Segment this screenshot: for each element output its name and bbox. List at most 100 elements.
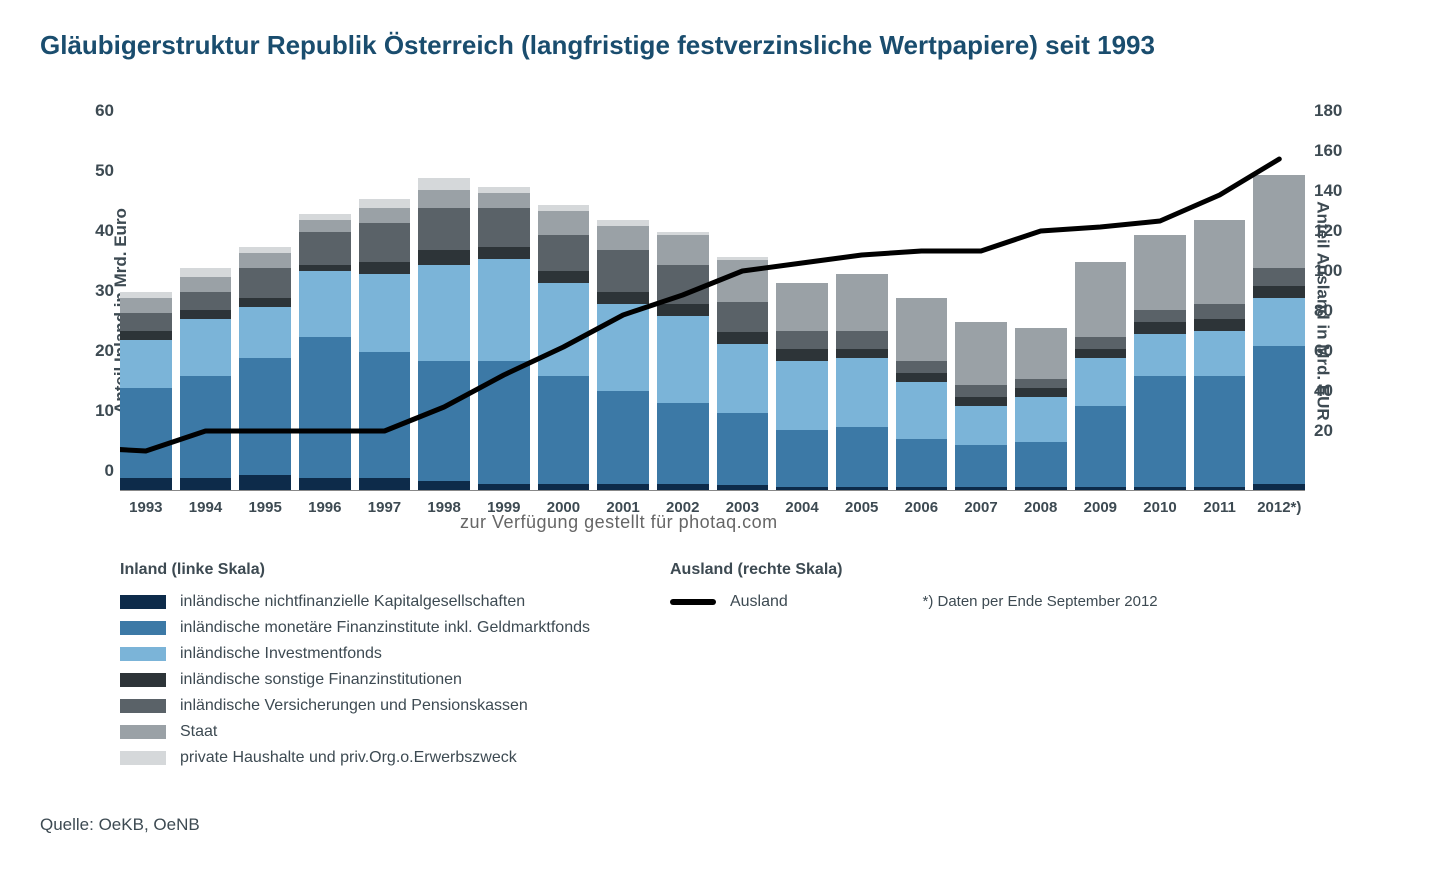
bar-segment-s3 [836, 358, 888, 427]
y-tick-right: 140 [1314, 181, 1342, 201]
bar-segment-s5 [597, 250, 649, 292]
bars-container [120, 101, 1305, 491]
legend-label-ausland: Ausland [730, 593, 788, 611]
bar-segment-s1 [1015, 487, 1067, 490]
bar-segment-s6 [776, 283, 828, 331]
bar-segment-s3 [896, 382, 948, 439]
bar-segment-s3 [359, 274, 411, 352]
legend-swatch [120, 647, 166, 661]
bar-segment-s4 [239, 298, 291, 307]
bar-segment-s1 [239, 475, 291, 490]
bar-segment-s5 [776, 331, 828, 349]
bar-segment-s4 [359, 262, 411, 274]
bar-segment-s5 [239, 268, 291, 298]
bar-segment-s6 [1134, 235, 1186, 310]
bar-segment-s5 [418, 208, 470, 250]
x-axis-label: 2000 [538, 493, 590, 521]
legend-right-col: Ausland (rechte Skala) Ausland [670, 561, 843, 775]
legend-swatch [120, 595, 166, 609]
bar-column [1134, 235, 1186, 490]
bar-segment-s3 [776, 361, 828, 430]
y-tick-left: 0 [105, 461, 114, 481]
legend-left-col: Inland (linke Skala) inländische nichtfi… [120, 561, 590, 775]
bar-segment-s1 [538, 484, 590, 490]
bar-segment-s2 [538, 376, 590, 484]
y-tick-left: 10 [95, 401, 114, 421]
x-axis-label: 2001 [597, 493, 649, 521]
legend-swatch [120, 699, 166, 713]
bar-segment-s4 [1194, 319, 1246, 331]
bar-column [717, 257, 769, 490]
x-axis-label: 1995 [239, 493, 291, 521]
legend-item-s2: inländische monetäre Finanzinstitute ink… [120, 619, 590, 637]
bar-segment-s2 [896, 439, 948, 487]
bar-segment-s5 [1253, 268, 1305, 286]
bar-segment-s4 [657, 304, 709, 316]
bar-segment-s1 [657, 484, 709, 490]
bar-segment-s2 [1134, 376, 1186, 487]
x-axis-label: 2009 [1075, 493, 1127, 521]
x-axis-label: 2011 [1194, 493, 1246, 521]
bar-column [538, 205, 590, 490]
bar-column [478, 187, 530, 490]
x-axis-label: 1999 [478, 493, 530, 521]
bar-segment-s5 [359, 223, 411, 262]
footnote: *) Daten per Ende September 2012 [922, 593, 1157, 610]
y-tick-right: 180 [1314, 101, 1342, 121]
bar-segment-s4 [538, 271, 590, 283]
bar-segment-s5 [1194, 304, 1246, 319]
bar-segment-s3 [955, 406, 1007, 445]
bar-segment-s6 [657, 235, 709, 265]
y-tick-left: 20 [95, 341, 114, 361]
x-axis-label: 2008 [1015, 493, 1067, 521]
bar-segment-s5 [180, 292, 232, 310]
bar-column [299, 214, 351, 490]
bar-segment-s6 [359, 208, 411, 223]
bar-segment-s2 [1075, 406, 1127, 487]
legend-swatch [120, 673, 166, 687]
bar-segment-s6 [418, 190, 470, 208]
bar-segment-s5 [955, 385, 1007, 397]
bar-segment-s2 [1015, 442, 1067, 487]
y-tick-left: 30 [95, 281, 114, 301]
bar-segment-s5 [657, 265, 709, 304]
bar-segment-s4 [1015, 388, 1067, 397]
bar-segment-s3 [1015, 397, 1067, 442]
bar-segment-s4 [418, 250, 470, 265]
bar-column [1015, 328, 1067, 490]
y-ticks-right: 20406080100120140160180 [1310, 101, 1360, 491]
bar-segment-s2 [597, 391, 649, 484]
bar-segment-s4 [955, 397, 1007, 406]
bar-segment-s6 [239, 253, 291, 268]
bar-segment-s6 [1015, 328, 1067, 379]
legend-item-ausland: Ausland [670, 593, 843, 611]
bar-segment-s6 [955, 322, 1007, 385]
bar-segment-s4 [717, 332, 769, 344]
bar-column [359, 199, 411, 490]
bar-segment-s3 [657, 316, 709, 403]
bar-segment-s5 [836, 331, 888, 349]
legend-item-s5: inländische Versicherungen und Pensionsk… [120, 697, 590, 715]
bar-segment-s2 [180, 376, 232, 478]
y-tick-right: 120 [1314, 221, 1342, 241]
bar-column [1194, 220, 1246, 490]
bar-segment-s6 [1253, 175, 1305, 268]
y-tick-right: 20 [1314, 421, 1333, 441]
bar-segment-s7 [180, 268, 232, 277]
bar-column [955, 322, 1007, 490]
bar-segment-s2 [418, 361, 470, 481]
source-text: Quelle: OeKB, OeNB [40, 815, 1400, 835]
bar-segment-s4 [180, 310, 232, 319]
bar-segment-s2 [836, 427, 888, 487]
bar-segment-s3 [418, 265, 470, 361]
x-axis-label: 2003 [717, 493, 769, 521]
bar-column [418, 178, 470, 490]
bar-segment-s2 [359, 352, 411, 478]
bar-segment-s1 [1194, 487, 1246, 490]
legend-item-s7: private Haushalte und priv.Org.o.Erwerbs… [120, 749, 590, 767]
bar-segment-s1 [120, 478, 172, 490]
bar-segment-s5 [717, 302, 769, 332]
bar-segment-s6 [836, 274, 888, 331]
legend-label: inländische sonstige Finanzinstitutionen [180, 671, 462, 689]
bar-segment-s2 [776, 430, 828, 487]
